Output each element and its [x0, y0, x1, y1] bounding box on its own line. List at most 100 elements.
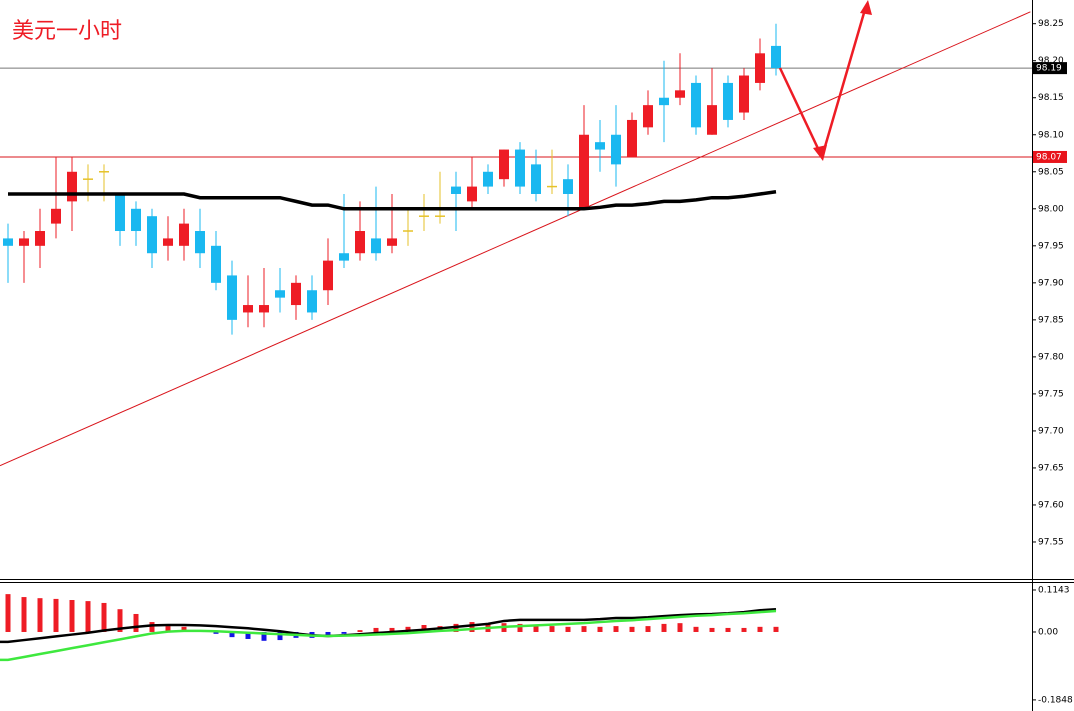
- y-tick-label: -0.1848: [1038, 695, 1073, 705]
- candle-body: [179, 223, 189, 246]
- histogram-bar: [533, 625, 539, 632]
- histogram-bar: [677, 623, 683, 632]
- candle-body: [483, 171, 493, 187]
- candle-body: [451, 186, 461, 194]
- y-tick-label: 97.75: [1038, 389, 1064, 399]
- candle-body: [595, 142, 605, 150]
- candle-body: [675, 90, 685, 98]
- histogram-bar: [101, 602, 107, 632]
- candle-body: [227, 275, 237, 320]
- candle-body: [147, 216, 157, 254]
- candle-body: [163, 238, 173, 246]
- candle-body: [3, 238, 13, 246]
- y-tick-label: 98.05: [1038, 167, 1064, 177]
- candle-body: [579, 134, 589, 209]
- candle-body: [563, 179, 573, 194]
- candle-body: [387, 238, 397, 246]
- histogram-bar: [421, 625, 427, 632]
- histogram-bar: [261, 631, 267, 641]
- arrow-down: [778, 67, 824, 158]
- histogram-bar: [661, 623, 667, 632]
- chart-title: 美元一小时: [12, 19, 122, 44]
- histogram-bar: [709, 627, 715, 632]
- histogram-bar: [325, 631, 331, 637]
- histogram-bar: [5, 594, 11, 632]
- candle-body: [211, 245, 221, 283]
- histogram-bar: [469, 622, 475, 632]
- histogram-bar: [85, 601, 91, 632]
- candle-body: [515, 149, 525, 187]
- candle-body: [723, 82, 733, 120]
- histogram-bar: [725, 627, 731, 632]
- y-tick-label: 98.15: [1038, 93, 1064, 103]
- candle-body: [291, 282, 301, 306]
- candle-body: [707, 105, 717, 135]
- histogram-bar: [21, 597, 27, 632]
- histogram-bar: [117, 609, 123, 632]
- candle-body: [467, 186, 477, 202]
- histogram-bar: [565, 626, 571, 632]
- histogram-bar: [773, 626, 779, 632]
- candle-body: [19, 238, 29, 246]
- candle-body: [339, 253, 349, 261]
- histogram-bar: [629, 626, 635, 632]
- candle-body: [659, 97, 669, 106]
- histogram-bar: [149, 622, 155, 632]
- y-tick-label: 97.60: [1038, 500, 1064, 510]
- y-tick-label: 97.85: [1038, 315, 1064, 325]
- forecast-arrow: [778, 0, 872, 161]
- histogram-bar: [341, 631, 347, 634]
- candle-body: [643, 105, 653, 128]
- histogram-bar: [69, 600, 75, 632]
- histogram-bar: [165, 626, 171, 632]
- y-tick-label: 98.10: [1038, 130, 1064, 140]
- histogram-bar: [245, 631, 251, 639]
- candle-body: [243, 305, 253, 313]
- histogram-bar: [581, 626, 587, 632]
- histogram-bar: [37, 598, 43, 632]
- histogram-bar: [645, 626, 651, 632]
- candle-body: [35, 231, 45, 246]
- y-tick-label: 97.55: [1038, 537, 1064, 547]
- candle-body: [307, 290, 317, 313]
- y-tick-label: 98.20: [1038, 56, 1064, 66]
- histogram-bar: [549, 626, 555, 632]
- y-tick-label: 98.00: [1038, 204, 1064, 214]
- y-tick-label: 0.1143: [1038, 585, 1070, 595]
- y-tick-label: 97.80: [1038, 352, 1064, 362]
- price-label: 98.19: [1036, 64, 1062, 74]
- candle-body: [259, 305, 269, 313]
- histogram-bar: [53, 598, 59, 632]
- histogram-bar: [389, 627, 395, 632]
- histogram-bar: [213, 631, 219, 634]
- price-label: 98.07: [1036, 152, 1062, 162]
- y-tick-label: 97.90: [1038, 278, 1064, 288]
- histogram-bar: [133, 613, 139, 632]
- histogram-bar: [741, 627, 747, 632]
- candle-body: [611, 134, 621, 165]
- price-label-box: [1033, 150, 1067, 163]
- arrowhead: [860, 0, 872, 15]
- candle-body: [195, 231, 205, 254]
- histogram-bar: [597, 626, 603, 632]
- candle-body: [275, 290, 285, 298]
- candle-body: [371, 238, 381, 254]
- histogram-bar: [613, 626, 619, 632]
- y-tick-label: 97.95: [1038, 241, 1064, 251]
- histogram-bar: [693, 626, 699, 632]
- moving-average: [8, 190, 777, 211]
- candle-body: [755, 53, 765, 83]
- trend-line: [0, 11, 1031, 467]
- candle-body: [771, 45, 781, 69]
- y-tick-label: 97.65: [1038, 463, 1064, 473]
- histogram-bar: [757, 626, 763, 632]
- arrow-up: [820, 5, 868, 158]
- candle-body: [739, 75, 749, 113]
- plot-area: [0, 11, 1032, 662]
- candle-body: [355, 231, 365, 254]
- candle-body: [131, 208, 141, 232]
- y-tick-label: 0.00: [1038, 627, 1058, 637]
- candle-body: [691, 82, 701, 128]
- histogram-bar: [517, 623, 523, 632]
